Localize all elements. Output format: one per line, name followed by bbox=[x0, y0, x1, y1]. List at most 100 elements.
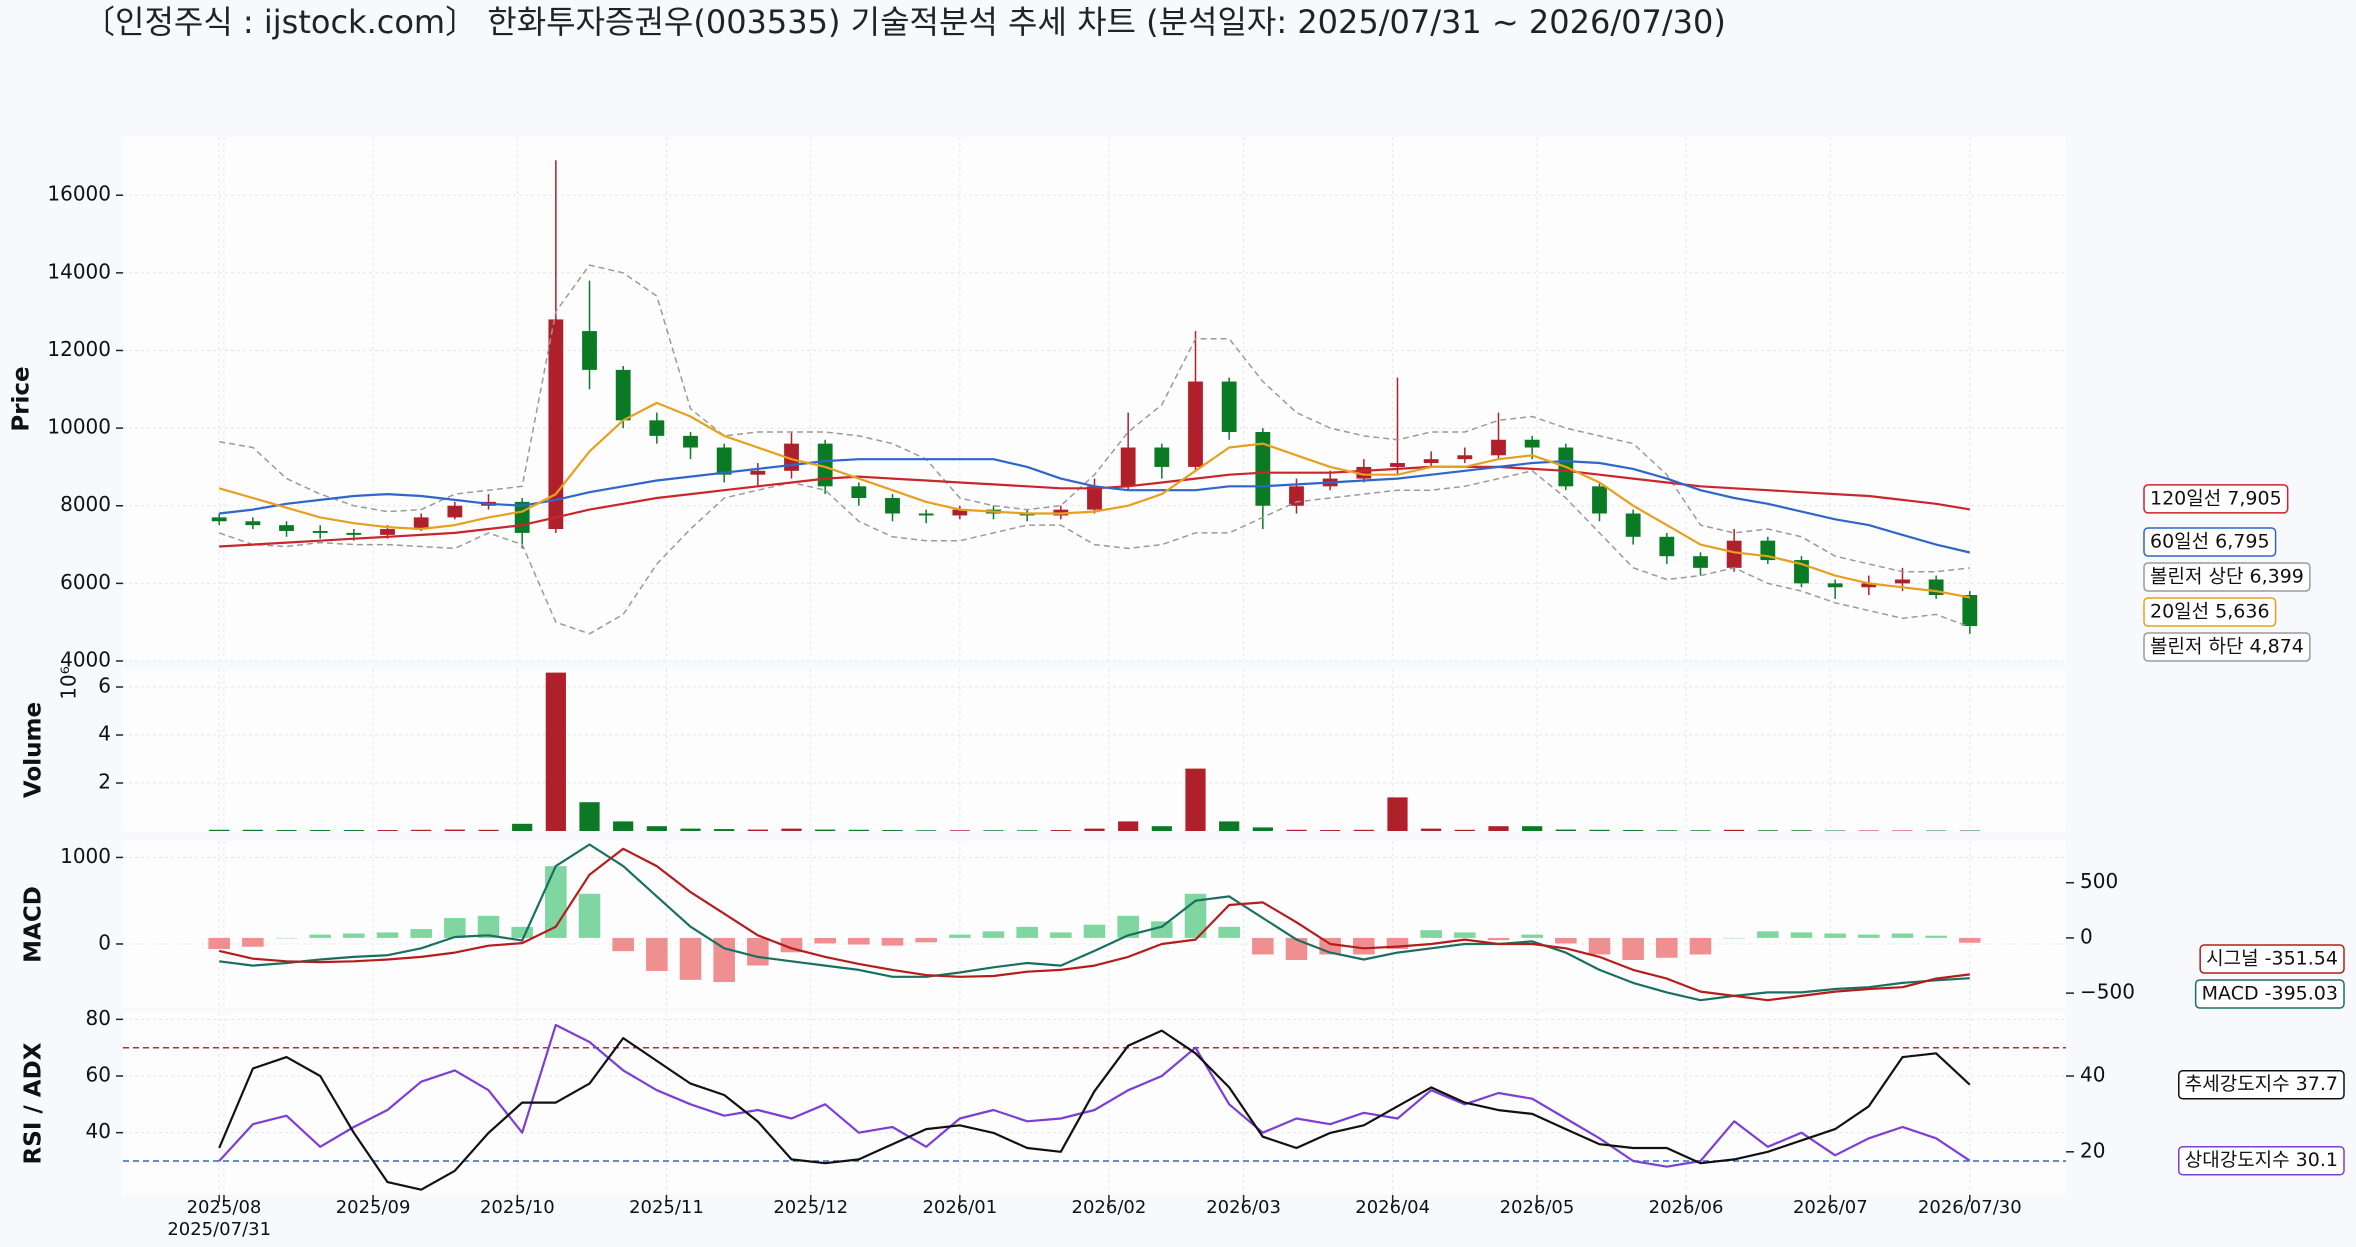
volume-bar bbox=[545, 672, 566, 831]
histogram-bar bbox=[477, 915, 500, 938]
x-tick-label: 2026/07 bbox=[1793, 1197, 1868, 1218]
end-label: 볼린저 하단 4,874 bbox=[2143, 632, 2311, 662]
x-tick-label: 2025/11 bbox=[629, 1197, 704, 1218]
volume-bar bbox=[1959, 830, 1980, 832]
histogram-bar bbox=[1050, 932, 1072, 938]
y-tick-label: 60 bbox=[86, 1063, 111, 1087]
candle-body bbox=[851, 486, 867, 498]
y2-tick-label: 40 bbox=[2080, 1063, 2105, 1087]
x-tick-label: 2026/03 bbox=[1206, 1197, 1281, 1218]
histogram-bar bbox=[915, 937, 937, 943]
candle-body bbox=[1962, 595, 1978, 627]
end-label-box bbox=[2143, 632, 2311, 662]
histogram-bar bbox=[1353, 937, 1375, 955]
volume-bar bbox=[1724, 829, 1745, 831]
histogram-bar bbox=[1858, 934, 1880, 938]
end-label: 120일선 7,905 bbox=[2143, 484, 2289, 514]
volume-bar bbox=[209, 829, 230, 831]
x-tick-label: 2025/07/31 bbox=[167, 1219, 271, 1240]
x-tick-label: 2025/09 bbox=[336, 1197, 411, 1218]
y-tick-label: 80 bbox=[86, 1006, 111, 1030]
x-tick-label: 2026/06 bbox=[1649, 1197, 1724, 1218]
volume-bar bbox=[848, 829, 869, 831]
y2-tick-label: 0 bbox=[2080, 924, 2093, 948]
histogram-bar bbox=[1252, 937, 1274, 955]
candle-body bbox=[918, 513, 934, 516]
histogram-bar bbox=[343, 933, 365, 938]
candle-body bbox=[1356, 466, 1372, 479]
candle-body bbox=[952, 509, 968, 516]
histogram-bar bbox=[1016, 926, 1038, 938]
candle-body bbox=[716, 447, 732, 475]
y-tick-label: 8000 bbox=[60, 492, 111, 516]
volume-bar bbox=[377, 830, 398, 831]
volume-bar bbox=[512, 823, 533, 831]
histogram-bar bbox=[1689, 937, 1712, 955]
x-tick-label: 2026/01 bbox=[922, 1197, 997, 1218]
histogram-bar bbox=[208, 937, 230, 949]
histogram-bar bbox=[1656, 937, 1678, 958]
volume-bar bbox=[781, 828, 802, 831]
histogram-bar bbox=[1555, 937, 1577, 944]
end-label: 20일선 5,636 bbox=[2143, 597, 2277, 627]
series-line bbox=[218, 470, 1971, 635]
histogram-bar bbox=[1454, 932, 1476, 938]
volume-bar bbox=[1185, 768, 1206, 831]
candle-body bbox=[211, 517, 227, 522]
volume-bar bbox=[1017, 830, 1038, 831]
y-tick-label: 4000 bbox=[60, 648, 111, 672]
volume-bar bbox=[983, 830, 1004, 831]
end-label: 추세강도지수 37.7 bbox=[2178, 1069, 2345, 1100]
y2-tick-label: 500 bbox=[2080, 869, 2118, 893]
volume-bar bbox=[1892, 830, 1913, 832]
candle-body bbox=[1120, 447, 1136, 487]
end-label-text: 60일선 6,795 bbox=[2150, 531, 2270, 553]
chart-title: 〔인정주식 : ijstock.com〕 한화투자증권우(003535) 기술적… bbox=[83, 3, 1726, 41]
series-line bbox=[219, 465, 1970, 548]
volume-bar bbox=[1252, 827, 1273, 831]
end-label-box bbox=[2178, 1069, 2345, 1100]
candle-body bbox=[1693, 556, 1708, 568]
end-label: 상대강도지수 30.1 bbox=[2178, 1145, 2345, 1176]
candle-body bbox=[447, 505, 463, 518]
histogram-bar bbox=[1521, 934, 1543, 938]
y-axis-title: Volume bbox=[21, 702, 47, 798]
y-tick-label: 14000 bbox=[47, 259, 111, 283]
candle-body bbox=[683, 435, 698, 448]
candle-body bbox=[1861, 583, 1877, 588]
candle-body bbox=[312, 530, 328, 533]
series-line bbox=[219, 843, 1970, 1002]
panel-background bbox=[123, 841, 2066, 1008]
histogram-bar bbox=[1151, 921, 1173, 938]
volume-bar bbox=[1926, 830, 1947, 832]
y-axis-title: Price bbox=[9, 366, 35, 431]
volume-bar bbox=[1825, 830, 1846, 832]
y-tick-label: 2 bbox=[98, 770, 111, 794]
series-line bbox=[218, 1029, 1971, 1191]
volume-bar bbox=[1084, 828, 1105, 831]
candle-body bbox=[1457, 455, 1473, 460]
histogram-bar bbox=[612, 937, 634, 952]
volume-bar bbox=[714, 829, 735, 831]
candle-body bbox=[1895, 579, 1910, 584]
volume-bar bbox=[411, 829, 432, 831]
volume-bar bbox=[1387, 797, 1408, 831]
candle-body bbox=[615, 369, 631, 421]
volume-bar bbox=[916, 830, 937, 831]
volume-bar bbox=[882, 830, 903, 831]
volume-bar bbox=[1656, 830, 1677, 831]
candle-body bbox=[1188, 381, 1203, 467]
x-tick-label: 2026/02 bbox=[1072, 1197, 1147, 1218]
x-tick-label: 2025/12 bbox=[773, 1197, 848, 1218]
y-tick-label: 1000 bbox=[60, 844, 111, 868]
y-tick-label: 0 bbox=[98, 930, 111, 954]
volume-bar bbox=[1421, 828, 1442, 831]
histogram-bar bbox=[747, 937, 769, 966]
end-label-text: 추세강도지수 37.7 bbox=[2185, 1073, 2338, 1095]
candle-body bbox=[1154, 447, 1170, 467]
y-axis-title: MACD bbox=[21, 886, 47, 963]
x-tick-label: 2026/04 bbox=[1355, 1197, 1430, 1218]
end-label-box bbox=[2194, 979, 2345, 1009]
volume-bar bbox=[1353, 829, 1374, 831]
end-label-box bbox=[2143, 597, 2277, 627]
